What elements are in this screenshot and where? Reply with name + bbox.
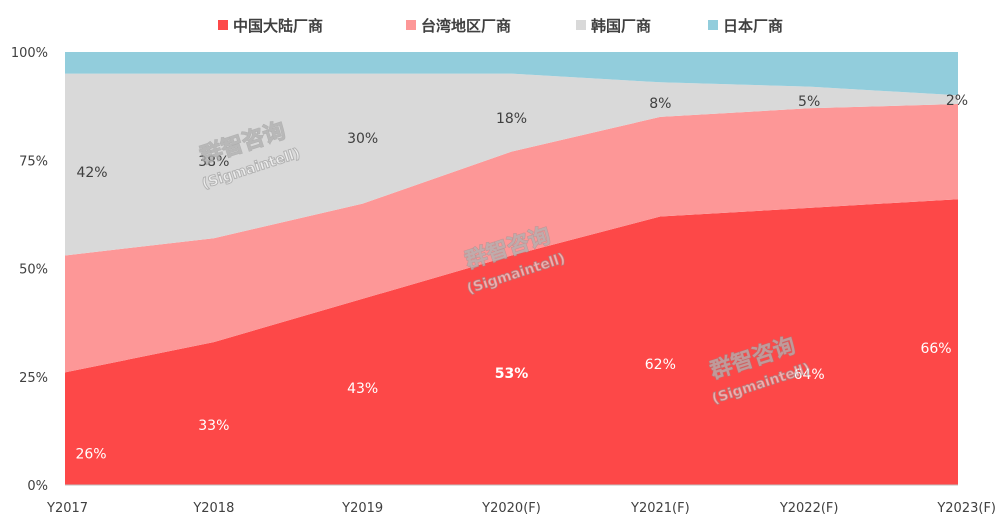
x-tick-label: Y2022(F) (779, 501, 839, 516)
legend-swatch (708, 20, 718, 30)
data-label-mainland: 62% (645, 357, 676, 373)
area-series-2 (65, 104, 958, 373)
x-tick-label: Y2017 (46, 501, 88, 516)
y-tick-label: 0% (27, 479, 48, 494)
legend: 中国大陆厂商 台湾地区厂商 韩国厂商 日本厂商 (218, 17, 783, 35)
legend-swatch (576, 20, 586, 30)
y-tick-label: 100% (11, 46, 48, 61)
data-label-mainland: 33% (198, 418, 229, 434)
x-tick-label: Y2018 (192, 501, 234, 516)
x-tick-label: Y2021(F) (630, 501, 690, 516)
y-tick-label: 25% (19, 371, 48, 386)
axes: 0% 25% 50% 75% 100% Y2017 Y2018 Y2019 Y2020(F) Y2… (11, 46, 996, 516)
data-label-mainland: 26% (75, 446, 106, 462)
data-label-korea: 42% (76, 165, 107, 181)
area-series-group (65, 52, 958, 485)
legend-swatch (218, 20, 228, 30)
data-label-korea: 5% (798, 94, 820, 110)
legend-label: 韩国厂商 (591, 17, 651, 35)
x-tick-label: Y2020(F) (481, 501, 541, 516)
x-tick-label: Y2019 (341, 501, 383, 516)
data-label-korea: 18% (496, 111, 527, 127)
data-labels: 26% 33% 43% 53% 62% 64% 66% 42% 38% 30% 18% 8% 5% 2% (75, 93, 968, 462)
data-label-korea: 38% (198, 154, 229, 170)
data-label-mainland: 66% (920, 341, 951, 357)
legend-swatch (406, 20, 416, 30)
data-label-mainland: 64% (794, 367, 825, 383)
area-series-1 (65, 199, 958, 485)
legend-label: 中国大陆厂商 (233, 17, 323, 35)
area-series-3 (65, 73, 958, 256)
data-label-korea: 2% (946, 93, 968, 109)
x-tick-label: Y2023(F) (936, 501, 996, 516)
area-series-4 (65, 52, 958, 96)
legend-label: 日本厂商 (723, 17, 783, 35)
data-label-mainland: 43% (347, 381, 378, 397)
data-label-korea: 30% (347, 131, 378, 147)
data-label-korea: 8% (649, 96, 671, 112)
y-tick-label: 75% (19, 154, 48, 169)
y-tick-label: 50% (19, 263, 48, 278)
data-label-mainland: 53% (495, 366, 529, 382)
legend-label: 台湾地区厂商 (421, 17, 511, 35)
